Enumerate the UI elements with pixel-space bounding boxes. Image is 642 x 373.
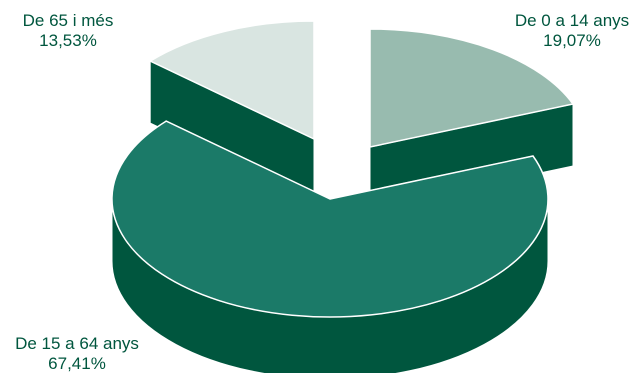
pie-slice-2-top bbox=[148, 20, 315, 141]
pie-slice-1-top bbox=[111, 120, 549, 318]
label-slice-1-name: De 15 a 64 anys bbox=[15, 334, 139, 353]
label-slice-1-value: 67,41% bbox=[48, 354, 106, 373]
label-slice-0-name: De 0 a 14 anys bbox=[515, 11, 629, 30]
pie-slice-0-top bbox=[369, 28, 575, 148]
label-slice-2-name: De 65 i més bbox=[23, 11, 114, 30]
label-slice-2-value: 13,53% bbox=[39, 31, 97, 50]
label-slice-0-value: 19,07% bbox=[543, 31, 601, 50]
pie-tops bbox=[111, 20, 575, 318]
